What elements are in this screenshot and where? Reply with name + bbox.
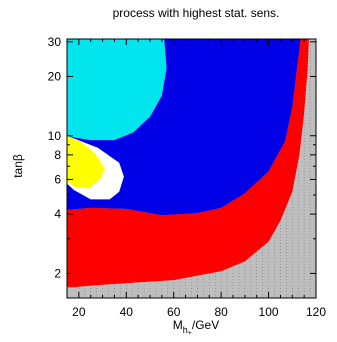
plot-frame xyxy=(66,38,317,299)
region-yellow xyxy=(67,135,105,189)
x-axis-label-sub2: + xyxy=(188,330,192,337)
x-axis-label: Mh+/GeV xyxy=(173,318,219,337)
region-red xyxy=(67,39,309,298)
x-axis-label-unit: /GeV xyxy=(192,318,219,332)
x-tick-label: 100 xyxy=(259,305,279,319)
x-tick-label: 120 xyxy=(306,305,326,319)
x-tick-label: 80 xyxy=(214,305,228,319)
y-axis-label-main: tan xyxy=(11,161,25,178)
y-axis-label: tanβ xyxy=(11,154,25,178)
plot-area xyxy=(67,39,316,298)
x-tick-label: 20 xyxy=(72,305,86,319)
y-tick-label: 2 xyxy=(54,266,61,280)
y-tick-label: 6 xyxy=(54,172,61,186)
chart-title: process with highest stat. sens. xyxy=(113,6,280,20)
y-tick-label: 10 xyxy=(48,129,62,143)
x-axis-label-sub: h xyxy=(183,325,188,335)
y-tick-label: 4 xyxy=(54,207,61,221)
svg-text:tanβ: tanβ xyxy=(11,154,25,178)
y-tick-label: 30 xyxy=(48,35,62,49)
x-tick-label: 60 xyxy=(167,305,181,319)
region-cyan xyxy=(67,39,167,141)
x-tick-label: 40 xyxy=(120,305,134,319)
x-axis-label-main: M xyxy=(173,318,183,332)
axes: 20 40 60 80 100 120 2 4 6 8 10 20 30 xyxy=(48,35,327,319)
y-tick-label: 20 xyxy=(48,69,62,83)
y-tick-label: 8 xyxy=(54,148,61,162)
y-axis-label-greek: β xyxy=(11,154,25,161)
svg-text:Mh+/GeV: Mh+/GeV xyxy=(173,318,219,337)
